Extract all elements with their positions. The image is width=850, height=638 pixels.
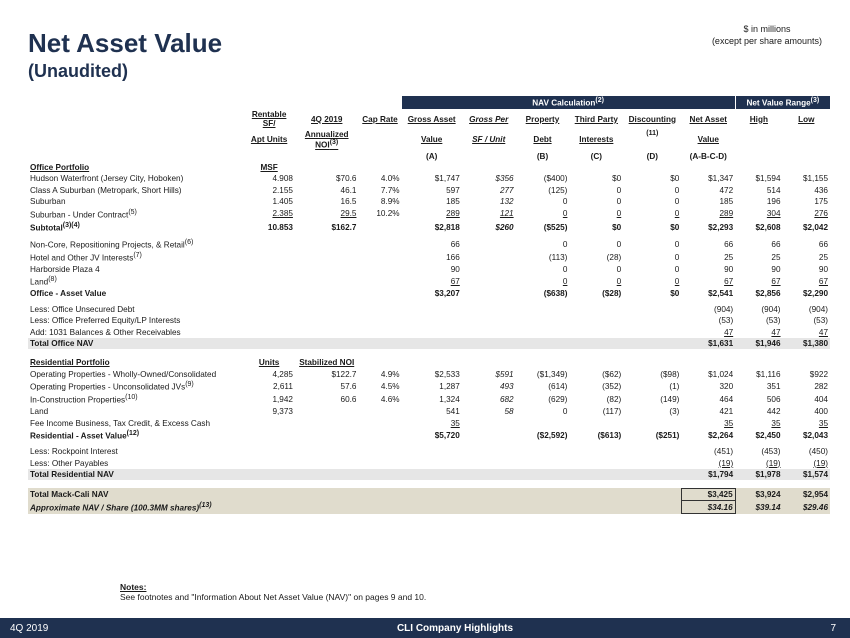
grand-pershare-row: Approximate NAV / Share (100.3MM shares)…: [28, 500, 830, 513]
hdr-D: (D): [623, 151, 681, 162]
office-adjust-0: Less: Office Unsecured Debt(904)(904)(90…: [28, 304, 830, 315]
office-heading-row: Office Portfolio MSF: [28, 162, 830, 173]
hdr-per: Gross Per: [462, 109, 516, 129]
hdr-cap: Cap Rate: [358, 109, 401, 129]
res-row-1: Operating Properties - Unconsolidated JV…: [28, 380, 830, 393]
hdr-disc-sup: (11): [623, 129, 681, 151]
res-row-4: Fee Income Business, Tax Credit, & Exces…: [28, 417, 830, 428]
hdr-tp: Third Party: [569, 109, 623, 129]
office-asset-value-row: Office - Asset Value $3,207 ($638) ($28)…: [28, 288, 830, 299]
office-subtotal-row: Subtotal(3)(4) 10.853 $162.7 $2,818 $260…: [28, 220, 830, 233]
hdr-tpv: Interests: [569, 129, 623, 151]
res-noi-heading: Stabilized NOI: [295, 357, 359, 368]
header-row-3: (A) (B) (C) (D) (A-B-C-D): [28, 151, 830, 162]
hdr-low: Low: [783, 109, 830, 129]
office-heading: Office Portfolio: [28, 162, 243, 173]
hdr-A: (A): [402, 151, 462, 162]
hdr-disc: Discounting: [623, 109, 681, 129]
notes-block: Notes: See footnotes and "Information Ab…: [120, 582, 426, 602]
hdr-high: High: [735, 109, 782, 129]
hdr-C: (C): [569, 151, 623, 162]
hdr-anoi: Annualized NOI(3): [295, 129, 359, 151]
office-row-1: Class A Suburban (Metropark, Short Hills…: [28, 185, 830, 196]
footer: 4Q 2019 CLI Company Highlights 7: [0, 618, 850, 638]
note-line-1: $ in millions: [712, 24, 822, 36]
hdr-propv: Debt: [516, 129, 570, 151]
office-extra-0: Non-Core, Repositioning Projects, & Reta…: [28, 238, 830, 251]
hdr-B: (B): [516, 151, 570, 162]
res-adjust-1: Less: Other Payables(19)(19)(19): [28, 457, 830, 468]
hdr-q: 4Q 2019: [295, 109, 359, 129]
office-extra-2: Harborside Plaza 490000909090: [28, 264, 830, 275]
grand-total-row: Total Mack-Cali NAV $3,425 $3,924 $2,954: [28, 488, 830, 500]
notes-heading: Notes:: [120, 582, 146, 592]
title-block: Net Asset Value (Unaudited): [28, 28, 222, 82]
hdr-netv: Value: [681, 129, 735, 151]
res-units-heading: Units: [243, 357, 295, 368]
footer-left: 4Q 2019: [0, 623, 120, 634]
hdr-grossv: Value: [402, 129, 462, 151]
res-heading: Residential Portfolio: [28, 357, 243, 368]
office-total-row: Total Office NAV $1,631 $1,946 $1,380: [28, 338, 830, 349]
page-subtitle: (Unaudited): [28, 61, 222, 82]
res-row-0: Operating Properties - Wholly-Owned/Cons…: [28, 369, 830, 380]
office-extra-3: Land(8)67000676767: [28, 275, 830, 288]
header-row-1: Rentable SF/ 4Q 2019 Cap Rate Gross Asse…: [28, 109, 830, 129]
res-heading-row: Residential Portfolio Units Stabilized N…: [28, 357, 830, 368]
header-row-2: Apt Units Annualized NOI(3) Value SF / U…: [28, 129, 830, 151]
band-row: NAV Calculation(2) Net Value Range(3): [28, 96, 830, 109]
office-extra-1: Hotel and Other JV Interests(7)166(113)(…: [28, 251, 830, 264]
office-row-3: Suburban - Under Contract(5)2.38529.510.…: [28, 207, 830, 220]
res-adjust-0: Less: Rockpoint Interest(451)(453)(450): [28, 446, 830, 457]
range-band: Net Value Range(3): [735, 96, 830, 109]
res-row-2: In-Construction Properties(10)1,94260.64…: [28, 393, 830, 406]
footer-center: CLI Company Highlights: [120, 623, 790, 634]
page-title: Net Asset Value: [28, 28, 222, 59]
office-adjust-1: Less: Office Preferred Equity/LP Interes…: [28, 315, 830, 326]
hdr-rentable: Rentable SF/: [243, 109, 295, 129]
hdr-apt: Apt Units: [243, 129, 295, 151]
header-note: $ in millions (except per share amounts): [712, 24, 822, 47]
office-row-0: Hudson Waterfront (Jersey City, Hoboken)…: [28, 173, 830, 184]
nav-table: NAV Calculation(2) Net Value Range(3) Re…: [28, 96, 830, 514]
note-line-2: (except per share amounts): [712, 36, 822, 48]
hdr-gross: Gross Asset: [402, 109, 462, 129]
office-row-2: Suburban1.40516.58.9%185132000185196175: [28, 196, 830, 207]
nav-table-wrap: NAV Calculation(2) Net Value Range(3) Re…: [28, 96, 830, 514]
footer-right: 7: [790, 623, 850, 634]
nav-band: NAV Calculation(2): [402, 96, 736, 109]
office-adjust-2: Add: 1031 Balances & Other Receivables47…: [28, 326, 830, 337]
res-row-3: Land9,373541580(117)(3)421442400: [28, 406, 830, 417]
hdr-perv: SF / Unit: [462, 129, 516, 151]
hdr-prop: Property: [516, 109, 570, 129]
office-units-heading: MSF: [243, 162, 295, 173]
hdr-net: Net Asset: [681, 109, 735, 129]
hdr-ABCD: (A-B-C-D): [681, 151, 735, 162]
res-asset-value-row: Residential - Asset Value(12) $5,720 ($2…: [28, 429, 830, 442]
notes-text: See footnotes and "Information About Net…: [120, 592, 426, 602]
res-total-row: Total Residential NAV $1,794 $1,978 $1,5…: [28, 469, 830, 480]
